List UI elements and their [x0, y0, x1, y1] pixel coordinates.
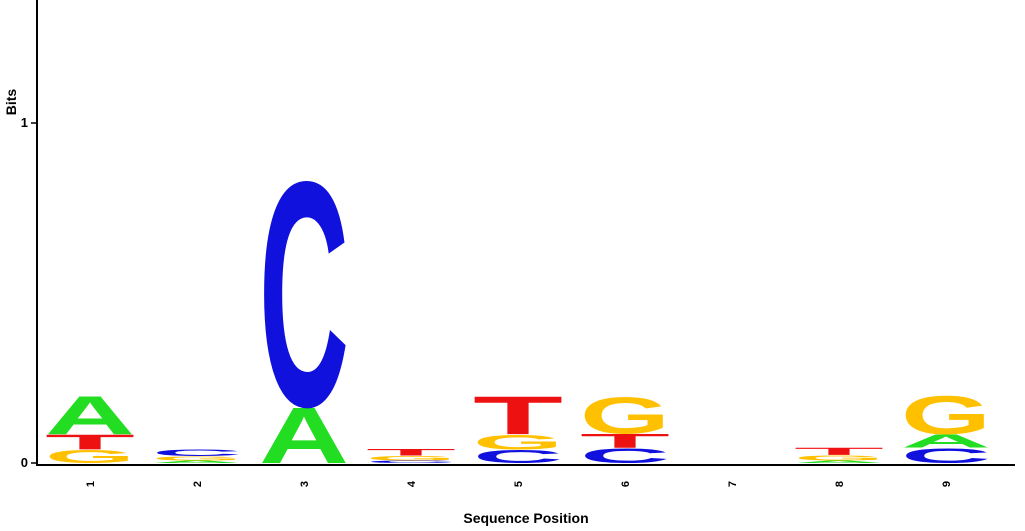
- logo-letter-T-pos8: T: [794, 445, 884, 457]
- x-tick-label-6: 6: [620, 481, 632, 487]
- logo-letter-C-pos6: C: [580, 444, 670, 468]
- x-tick-label-8: 8: [834, 481, 846, 487]
- logo-letter-G-pos4: G: [366, 454, 456, 461]
- logo-letter-C-pos9: C: [901, 444, 991, 468]
- logo-letter-C-pos5: C: [473, 446, 563, 467]
- x-axis-title: Sequence Position: [463, 510, 588, 526]
- logo-letter-T-pos1: T: [45, 430, 135, 454]
- y-tick-label: 0: [21, 455, 28, 470]
- logo-letter-A-pos8: A: [794, 460, 884, 464]
- x-tick-label-9: 9: [941, 481, 953, 487]
- logo-letter-C-pos4: C: [366, 460, 456, 464]
- x-tick-label-4: 4: [406, 480, 418, 487]
- logo-letter-C-pos2: C: [152, 448, 242, 459]
- logo-letter-G-pos8: G: [794, 454, 884, 462]
- logo-letter-A-pos2: A: [152, 460, 242, 464]
- x-tick-label-7: 7: [727, 481, 739, 487]
- logo-letter-G-pos2: G: [152, 455, 242, 461]
- x-tick-label-5: 5: [513, 481, 525, 487]
- logo-letter-G-pos1: G: [45, 446, 135, 467]
- logo-letter-C-pos3: C: [259, 115, 349, 474]
- x-tick-label-2: 2: [192, 481, 204, 487]
- y-tick-label: 1: [21, 115, 28, 130]
- logo-letter-T-pos5: T: [473, 385, 563, 446]
- logo-letter-G-pos5: G: [473, 430, 563, 454]
- y-axis-title: Bits: [3, 89, 19, 116]
- logo-letter-A-pos1: A: [45, 386, 135, 446]
- logo-letter-A-pos9: A: [901, 431, 991, 452]
- x-tick-label-1: 1: [85, 481, 97, 487]
- logo-letter-G-pos9: G: [901, 385, 991, 446]
- x-tick-label-3: 3: [299, 481, 311, 487]
- logo-letter-T-pos6: T: [580, 430, 670, 452]
- logo-letter-G-pos6: G: [580, 387, 670, 445]
- logo-letter-T-pos4: T: [366, 447, 456, 457]
- x-axis-position-labels: 1 2 3 4 5 6 7 8 9: [85, 480, 953, 487]
- y-axis-ticks: 01: [21, 115, 37, 470]
